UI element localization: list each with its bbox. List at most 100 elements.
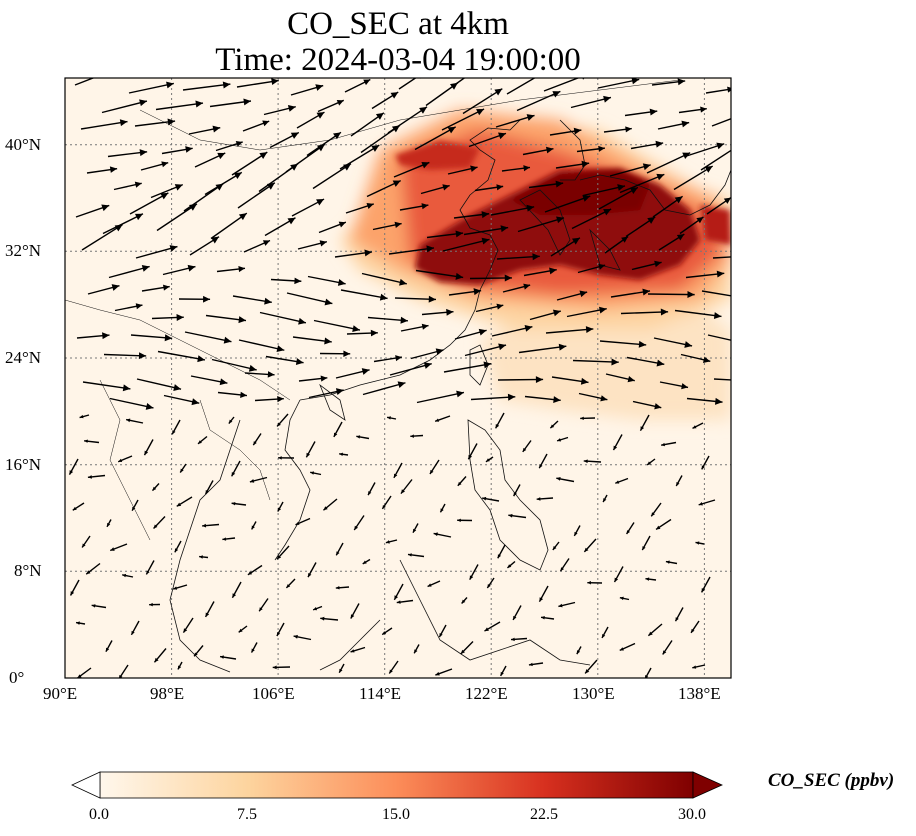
wind-vector-shaft <box>136 378 182 390</box>
colorbar <box>71 771 723 799</box>
wind-vector-head <box>681 120 690 128</box>
wind-vector-head <box>741 377 748 384</box>
wind-vector-head <box>627 376 635 383</box>
wind-vector-head <box>523 165 530 172</box>
wind-vector-head <box>371 145 380 152</box>
wind-vector-head <box>195 100 204 108</box>
wind-vector-head <box>617 184 626 191</box>
wind-vector-head <box>238 628 243 633</box>
wind-vector-shaft <box>362 382 406 396</box>
wind-vector-shaft <box>313 319 361 331</box>
wind-vector-head <box>132 506 136 511</box>
lat-tick-40n: 40°N <box>5 135 42 154</box>
wind-vector-head <box>552 546 557 550</box>
wind-vector-head <box>473 288 482 296</box>
wind-vector-shaft <box>81 223 123 251</box>
wind-vector-head <box>231 471 236 477</box>
wind-vector-head <box>676 482 680 487</box>
wind-vector-head <box>161 161 169 168</box>
wind-vector-shaft <box>389 363 432 376</box>
wind-vector-head <box>390 92 399 99</box>
wind-vector-head <box>449 82 458 90</box>
wind-vector-head <box>235 140 243 147</box>
wind-vector-head <box>602 633 606 638</box>
wind-vector-head <box>629 187 638 194</box>
wind-vector-head <box>316 144 325 152</box>
wind-vector-head <box>382 504 386 509</box>
wind-vector-head <box>339 452 343 457</box>
wind-vector-shaft <box>707 334 731 341</box>
wind-vector-head <box>692 425 697 429</box>
wind-vector-head <box>320 616 325 621</box>
wind-vector-head <box>249 479 255 483</box>
wind-vector-head <box>164 334 173 342</box>
colorbar-tick-22-5: 22.5 <box>530 806 558 823</box>
wind-vector-head <box>539 71 547 78</box>
wind-vector-head <box>139 99 147 107</box>
wind-vector-head <box>660 308 669 316</box>
wind-vector-head <box>324 298 333 306</box>
wind-vector-head <box>320 375 328 382</box>
wind-vector-head <box>496 184 504 191</box>
wind-vector-head <box>180 468 184 473</box>
wind-vector-head <box>308 572 312 578</box>
wind-vector-shaft <box>441 108 485 131</box>
wind-vector-shaft <box>443 362 492 373</box>
wind-vector-head <box>276 632 281 637</box>
wind-vector-head <box>194 652 198 657</box>
wind-vector-head <box>684 341 693 348</box>
wind-vector-head <box>674 196 683 204</box>
wind-vector-head <box>266 182 275 190</box>
wind-vector-head <box>691 628 695 633</box>
wind-vector-head <box>336 100 344 106</box>
wind-vector-head <box>621 236 629 243</box>
wind-vector-head <box>583 459 588 464</box>
wind-vector-head <box>410 434 415 438</box>
lat-tick-16n: 16°N <box>5 455 42 474</box>
wind-vector-head <box>251 525 255 530</box>
wind-vector-shaft <box>416 391 465 404</box>
wind-vector-head <box>162 284 170 291</box>
wind-vector-head <box>545 146 554 154</box>
wind-vector-head <box>513 492 517 497</box>
wind-vector-head <box>126 418 131 423</box>
wind-vector-head <box>435 418 440 422</box>
wind-vector-head <box>233 172 242 180</box>
wind-vector-head <box>363 79 371 86</box>
wind-vector-head <box>423 362 432 369</box>
wind-vector-head <box>497 554 502 559</box>
wind-vector-head <box>174 548 179 553</box>
wind-vector-shaft <box>571 208 612 230</box>
wind-vector-head <box>160 192 169 200</box>
wind-vector-head <box>580 377 589 385</box>
wind-vector-head <box>552 91 561 98</box>
wind-vector-head <box>153 524 158 529</box>
wind-vector-head <box>189 203 197 211</box>
wind-vector-head <box>619 647 624 651</box>
wind-vector-head <box>185 146 193 153</box>
wind-vector-head <box>114 224 123 232</box>
wind-vector-head <box>238 316 247 324</box>
wind-vector-head <box>232 593 237 598</box>
wind-vector-head <box>656 525 661 530</box>
wind-vector-head <box>295 358 304 365</box>
wind-vector-head <box>468 454 473 460</box>
co-concentration-field <box>340 110 731 420</box>
wind-vector-head <box>676 234 685 241</box>
wind-vector-head <box>511 637 515 642</box>
wind-vector-head <box>504 274 512 282</box>
wind-vector-head <box>455 230 464 238</box>
wind-vector-head <box>310 471 315 475</box>
wind-vector-head <box>742 111 750 118</box>
wind-vector-head <box>324 337 332 345</box>
wind-vector-head <box>528 662 533 667</box>
wind-vector-head <box>167 118 176 126</box>
wind-vector-head <box>585 326 594 334</box>
wind-vector-head <box>146 570 150 575</box>
wind-vector-head <box>702 356 711 363</box>
wind-vector-head <box>603 209 612 216</box>
wind-vector-head <box>435 348 444 356</box>
wind-vector-head <box>498 132 506 140</box>
wind-vector-head <box>191 398 200 406</box>
wind-vector-head <box>433 532 438 537</box>
